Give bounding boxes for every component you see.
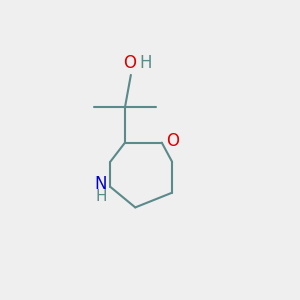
Text: H: H [95,189,107,204]
Text: O: O [123,54,136,72]
Text: O: O [166,132,179,150]
Text: N: N [94,175,107,193]
Text: H: H [139,54,152,72]
